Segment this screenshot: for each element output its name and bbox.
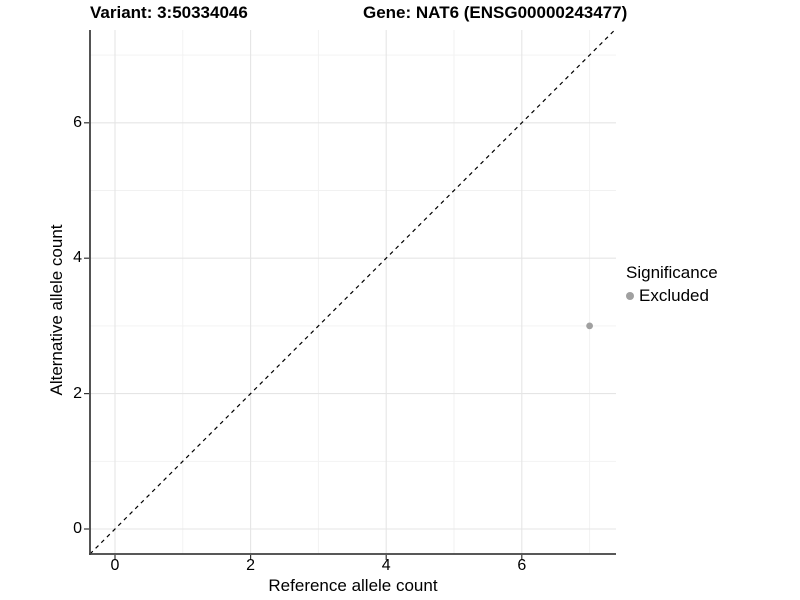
legend-point-icon [626,292,634,300]
plot-title-gene: Gene: NAT6 (ENSG00000243477) [363,3,628,22]
identity-line [89,29,616,555]
x-tick-label: 6 [517,557,527,574]
data-point [586,322,593,330]
y-tick-label: 0 [73,520,82,537]
plot-title-variant: Variant: 3:50334046 [90,3,248,22]
y-tick-label: 4 [73,249,82,267]
legend-title: Significance [626,263,718,282]
x-tick-label: 2 [246,557,256,574]
y-tick-label: 2 [73,384,82,402]
legend-entry-label: Excluded [639,286,709,305]
y-tick-label: 6 [73,113,82,131]
x-axis-title: Reference allele count [268,576,438,595]
legend-entry-excluded: Excluded [626,286,796,306]
x-tick-label: 0 [110,557,120,574]
legend: Significance Excluded [626,263,796,306]
x-tick-label: 4 [381,557,391,574]
